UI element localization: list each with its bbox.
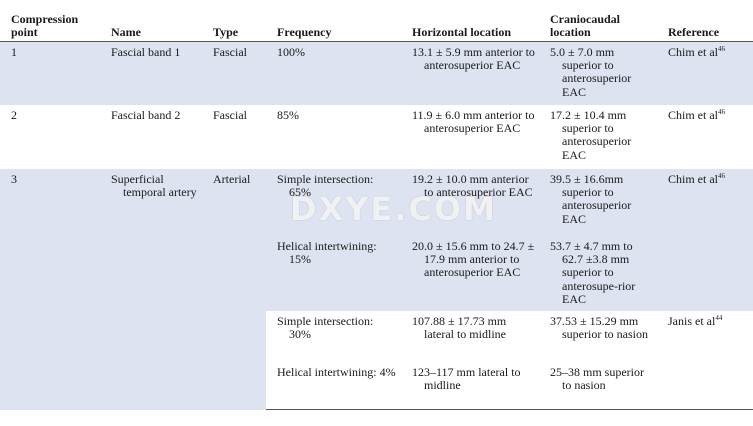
cell-frequency: Helical intertwining: 15% [266, 236, 401, 311]
cell-horizontal: 13.1 ± 5.9 mm anterior to anterosuperior… [401, 41, 539, 105]
cell-craniocaudal: 53.7 ± 4.7 mm to 62.7 ±3.8 mm superior t… [539, 236, 657, 311]
cell-horizontal: 11.9 ± 6.0 mm anterior to anterosuperior… [401, 105, 539, 169]
cell-reference: Chim et al46 [657, 105, 753, 169]
header-craniocaudal-location: Craniocaudal location [539, 0, 657, 42]
reference-number: 46 [718, 45, 725, 53]
header-frequency: Frequency [266, 0, 401, 42]
table-row: 3 Superficial temporal artery Arterial S… [0, 169, 753, 410]
cell-craniocaudal: 39.5 ± 16.6mm superior to anterosuperior… [539, 169, 657, 236]
cell-point: 2 [0, 105, 100, 169]
table-row: 1 Fascial band 1 Fascial 100% 13.1 ± 5.9… [0, 41, 753, 105]
reference-number: 44 [715, 314, 723, 322]
cell-point: 1 [0, 41, 100, 105]
cell-type: Arterial [202, 169, 266, 410]
header-type: Type [202, 0, 266, 42]
cell-reference: Chim et al46 [657, 169, 753, 236]
table-row: Helical intertwining: 15% 20.0 ± 15.6 mm… [0, 236, 753, 311]
cell-name: Superficial temporal artery [100, 169, 202, 410]
cell-horizontal: 107.88 ± 17.73 mm lateral to midline [401, 311, 539, 362]
header-reference: Reference [657, 0, 753, 42]
cell-frequency: 85% [266, 105, 401, 169]
reference-number: 46 [718, 172, 725, 180]
header-compression-point: Compression point [0, 0, 100, 42]
cell-frequency: Helical intertwining: 4% [266, 362, 401, 410]
cell-reference [657, 362, 753, 410]
cell-reference: Chim et al46 [657, 41, 753, 105]
header-name: Name [100, 0, 202, 42]
cell-frequency: 100% [266, 41, 401, 105]
cell-name: Fascial band 1 [100, 41, 202, 105]
cell-craniocaudal: 25–38 mm superior to nasion [539, 362, 657, 410]
reference-number: 46 [718, 108, 725, 116]
compression-points-table: Compression point Name Type Frequency Ho… [0, 0, 753, 410]
cell-frequency: Simple intersection: 30% [266, 311, 401, 362]
table-row: Helical intertwining: 4% 123–117 mm late… [0, 362, 753, 410]
cell-point: 3 [0, 169, 100, 410]
table-row: 2 Fascial band 2 Fascial 85% 11.9 ± 6.0 … [0, 105, 753, 169]
cell-reference: Janis et al44 [657, 311, 753, 362]
cell-reference [657, 236, 753, 311]
cell-horizontal: 123–117 mm lateral to midline [401, 362, 539, 410]
table-header: Compression point Name Type Frequency Ho… [0, 0, 753, 42]
cell-craniocaudal: 17.2 ± 10.4 mm superior to anterosuperio… [539, 105, 657, 169]
cell-horizontal: 19.2 ± 10.0 mm anterior to anterosuperio… [401, 169, 539, 236]
cell-frequency: Simple intersection: 65% [266, 169, 401, 236]
cell-craniocaudal: 5.0 ± 7.0 mm superior to anterosuperior … [539, 41, 657, 105]
cell-name: Fascial band 2 [100, 105, 202, 169]
cell-type: Fascial [202, 41, 266, 105]
cell-horizontal: 20.0 ± 15.6 mm to 24.7 ± 17.9 mm anterio… [401, 236, 539, 311]
cell-type: Fascial [202, 105, 266, 169]
cell-craniocaudal: 37.53 ± 15.29 mm superior to nasion [539, 311, 657, 362]
header-horizontal-location: Horizontal location [401, 0, 539, 42]
table-row: Simple intersection: 30% 107.88 ± 17.73 … [0, 311, 753, 362]
